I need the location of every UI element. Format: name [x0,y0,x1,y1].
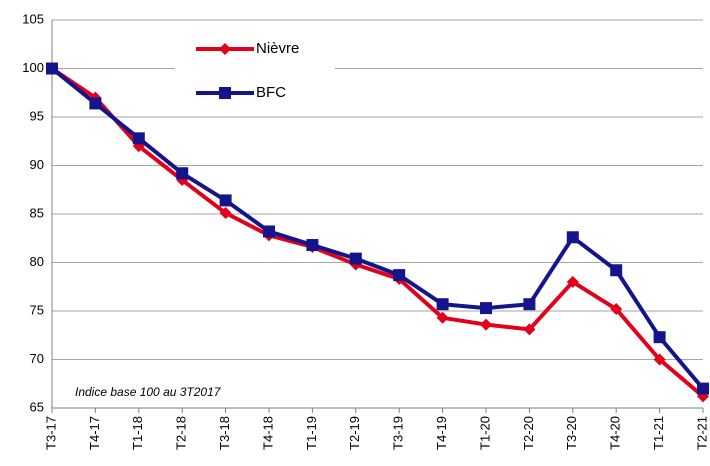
data-point [653,331,666,344]
data-point [436,298,449,311]
data-point [610,264,623,277]
series-markers [46,62,709,395]
data-point [393,269,406,282]
data-point [219,207,232,220]
y-tick-label: 90 [30,157,44,172]
grid [52,19,703,409]
x-tick-label: T3-20 [564,416,579,450]
data-point [610,303,623,316]
x-tick-label: T2-20 [521,416,536,450]
data-point [46,62,58,75]
data-point [480,318,492,331]
y-tick-label: 105 [22,11,44,26]
legend-marker [219,43,231,55]
data-point [480,302,492,315]
series-line [50,66,705,398]
x-tick-label: T4-19 [434,416,449,450]
data-point [132,132,145,145]
x-tick-label: T4-17 [87,416,102,450]
x-tick-label: T1-19 [304,416,319,450]
legend-background [175,28,335,116]
y-tick-label: 85 [30,205,44,220]
x-tick-label: T1-18 [130,416,145,450]
x-tick-label: T1-21 [651,416,666,450]
x-tick-label: T3-18 [217,416,232,450]
legend-label: Nièvre [256,40,299,57]
x-tick-label: T2-18 [174,416,189,450]
x-tick-label: T3-17 [43,416,58,450]
y-tick-label: 75 [30,302,44,317]
y-tick-label: 95 [30,108,44,123]
data-point [219,194,232,207]
data-point [436,311,449,324]
annotation: Indice base 100 au 3T2017 [75,385,222,399]
x-tick-label: T2-21 [694,416,709,450]
x-tick-label: T2-19 [347,416,362,450]
x-tick-label: T4-18 [260,416,275,450]
legend-label: BFC [256,84,286,101]
data-point [306,239,319,252]
data-point [697,382,709,395]
data-point [349,252,362,265]
series-markers [46,62,709,403]
data-point [523,298,536,311]
series-line [50,66,705,390]
data-point [566,275,579,288]
x-tick-label: T1-20 [477,416,492,450]
data-point [523,323,536,336]
data-point [89,97,102,110]
y-tick-label: 80 [30,254,44,269]
data-point [176,167,189,180]
data-point [653,353,666,366]
y-tick-label: 100 [22,60,44,75]
data-point [263,225,275,238]
legend-marker [219,87,231,99]
x-tick-label: T3-19 [391,416,406,450]
x-tick-label: T4-20 [608,416,623,450]
y-tick-label: 70 [30,351,44,366]
y-tick-label: 65 [30,399,44,414]
data-point [566,231,579,244]
